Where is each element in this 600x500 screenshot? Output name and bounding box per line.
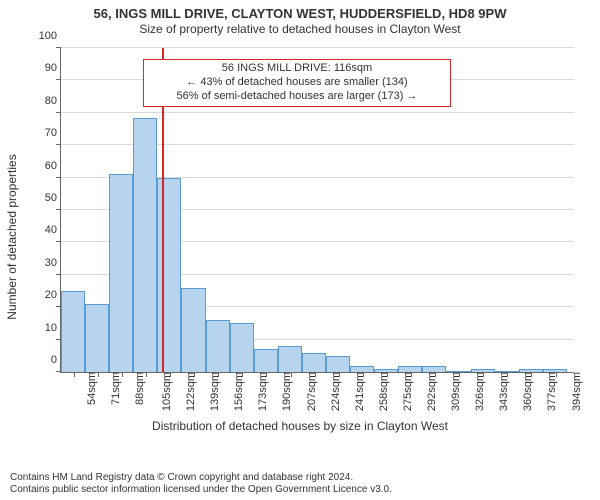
x-tick	[266, 372, 267, 377]
x-tick-label: 88sqm	[131, 372, 146, 405]
x-tick	[531, 372, 532, 377]
annotation-line: 56% of semi-detached houses are larger (…	[150, 90, 444, 104]
x-tick	[411, 372, 412, 377]
x-tick	[363, 372, 364, 377]
histogram-bar	[519, 369, 543, 372]
x-tick-label: 54sqm	[83, 372, 98, 405]
page-subtitle: Size of property relative to detached ho…	[10, 22, 590, 36]
histogram-bar	[230, 323, 254, 372]
y-tick-label: 0	[51, 354, 61, 366]
annotation-line: 56 INGS MILL DRIVE: 116sqm	[150, 62, 444, 76]
x-tick-label: 224sqm	[327, 372, 342, 411]
histogram-bar	[398, 366, 422, 372]
annotation-box: 56 INGS MILL DRIVE: 116sqm← 43% of detac…	[143, 59, 451, 106]
footer-line: Contains public sector information licen…	[10, 484, 392, 496]
histogram-bar	[85, 304, 109, 372]
y-tick-label: 10	[45, 322, 61, 334]
x-tick	[122, 372, 123, 377]
histogram-bar	[350, 366, 374, 372]
x-tick	[218, 372, 219, 377]
footer-line: Contains HM Land Registry data © Crown c…	[10, 472, 392, 484]
histogram-bar	[446, 371, 470, 372]
x-tick-label: 377sqm	[544, 372, 559, 411]
x-tick	[74, 372, 75, 377]
x-tick-label: 71sqm	[107, 372, 122, 405]
x-tick	[146, 372, 147, 377]
x-tick-label: 190sqm	[279, 372, 294, 411]
x-tick-label: 309sqm	[447, 372, 462, 411]
y-tick-label: 50	[45, 192, 61, 204]
x-tick	[242, 372, 243, 377]
x-tick	[315, 372, 316, 377]
x-tick	[435, 372, 436, 377]
histogram-bar	[495, 371, 519, 372]
x-tick-label: 207sqm	[303, 372, 318, 411]
annotation-line: ← 43% of detached houses are smaller (13…	[150, 76, 444, 90]
plot-area: 010203040506070809010054sqm71sqm88sqm105…	[60, 48, 574, 373]
x-tick	[291, 372, 292, 377]
x-tick	[170, 372, 171, 377]
x-tick	[98, 372, 99, 377]
histogram-bar	[374, 369, 398, 372]
histogram-bar	[302, 353, 326, 372]
x-tick-label: 275sqm	[399, 372, 414, 411]
x-tick-label: 173sqm	[254, 372, 269, 411]
page-title: 56, INGS MILL DRIVE, CLAYTON WEST, HUDDE…	[10, 6, 590, 22]
x-tick	[483, 372, 484, 377]
y-tick-label: 100	[39, 30, 61, 42]
y-tick-label: 40	[45, 224, 61, 236]
x-tick	[194, 372, 195, 377]
y-tick-label: 20	[45, 289, 61, 301]
chart-container: Number of detached properties 0102030405…	[20, 40, 580, 435]
x-tick-label: 360sqm	[519, 372, 534, 411]
x-tick-label: 343sqm	[495, 372, 510, 411]
x-tick-label: 139sqm	[206, 372, 221, 411]
histogram-bar	[206, 320, 230, 372]
y-tick-label: 90	[45, 62, 61, 74]
histogram-bar	[471, 369, 495, 372]
histogram-bar	[109, 174, 133, 372]
y-tick-label: 30	[45, 257, 61, 269]
x-tick-label: 258sqm	[375, 372, 390, 411]
histogram-bar	[422, 366, 446, 372]
x-tick-label: 326sqm	[471, 372, 486, 411]
histogram-bar	[278, 346, 302, 372]
y-tick-label: 80	[45, 95, 61, 107]
y-tick-label: 60	[45, 160, 61, 172]
histogram-bar	[254, 349, 278, 372]
histogram-bar	[181, 288, 205, 372]
x-tick	[459, 372, 460, 377]
histogram-bar	[326, 356, 350, 372]
x-tick	[387, 372, 388, 377]
x-tick-label: 292sqm	[423, 372, 438, 411]
attribution-footer: Contains HM Land Registry data © Crown c…	[10, 472, 392, 496]
y-axis-label: Number of detached properties	[5, 155, 19, 320]
histogram-bar	[133, 118, 157, 372]
y-tick-label: 70	[45, 127, 61, 139]
x-tick-label: 241sqm	[351, 372, 366, 411]
x-tick-label: 156sqm	[230, 372, 245, 411]
x-tick-label: 105sqm	[158, 372, 173, 411]
x-tick	[507, 372, 508, 377]
x-tick	[339, 372, 340, 377]
histogram-bar	[543, 369, 567, 372]
x-tick-label: 394sqm	[568, 372, 583, 411]
x-tick	[556, 372, 557, 377]
x-tick-label: 122sqm	[182, 372, 197, 411]
histogram-bar	[61, 291, 85, 372]
x-axis-label: Distribution of detached houses by size …	[20, 419, 580, 433]
